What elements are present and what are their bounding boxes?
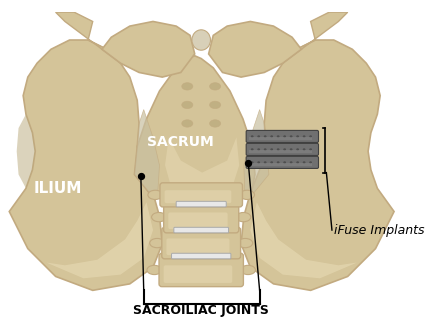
Ellipse shape xyxy=(250,148,253,150)
Ellipse shape xyxy=(235,212,250,222)
Polygon shape xyxy=(46,202,153,278)
Ellipse shape xyxy=(309,161,311,163)
Ellipse shape xyxy=(151,212,166,222)
Ellipse shape xyxy=(250,161,253,163)
Ellipse shape xyxy=(276,148,279,150)
Ellipse shape xyxy=(209,83,220,90)
Ellipse shape xyxy=(209,120,220,127)
Polygon shape xyxy=(56,12,120,63)
Ellipse shape xyxy=(270,161,273,163)
Ellipse shape xyxy=(283,148,286,150)
Ellipse shape xyxy=(283,161,286,163)
Ellipse shape xyxy=(149,239,164,248)
Polygon shape xyxy=(282,12,347,63)
Polygon shape xyxy=(240,40,393,290)
Ellipse shape xyxy=(289,161,292,163)
FancyBboxPatch shape xyxy=(171,253,230,259)
Ellipse shape xyxy=(181,120,192,127)
Bar xyxy=(249,163,311,165)
Ellipse shape xyxy=(256,148,260,150)
FancyBboxPatch shape xyxy=(174,227,228,233)
Ellipse shape xyxy=(209,101,220,109)
Ellipse shape xyxy=(256,161,260,163)
Ellipse shape xyxy=(296,148,298,150)
Point xyxy=(244,161,251,166)
Ellipse shape xyxy=(276,135,279,138)
FancyBboxPatch shape xyxy=(164,190,231,203)
Ellipse shape xyxy=(263,148,266,150)
FancyBboxPatch shape xyxy=(161,227,240,259)
Ellipse shape xyxy=(148,190,162,199)
Ellipse shape xyxy=(302,161,305,163)
Ellipse shape xyxy=(283,135,286,138)
Ellipse shape xyxy=(296,135,298,138)
Ellipse shape xyxy=(270,148,273,150)
Polygon shape xyxy=(243,110,268,195)
Text: iFuse Implants: iFuse Implants xyxy=(333,223,423,237)
Polygon shape xyxy=(9,40,162,290)
Ellipse shape xyxy=(302,148,305,150)
Polygon shape xyxy=(102,21,194,77)
Bar xyxy=(249,137,311,140)
FancyBboxPatch shape xyxy=(163,201,238,233)
Ellipse shape xyxy=(239,190,254,199)
Polygon shape xyxy=(134,56,254,198)
FancyBboxPatch shape xyxy=(246,130,318,142)
Ellipse shape xyxy=(256,135,260,138)
Ellipse shape xyxy=(240,265,255,275)
Text: ILIUM: ILIUM xyxy=(33,181,82,196)
Ellipse shape xyxy=(296,161,298,163)
Ellipse shape xyxy=(263,135,266,138)
Polygon shape xyxy=(164,137,239,188)
FancyBboxPatch shape xyxy=(166,239,229,255)
Polygon shape xyxy=(134,110,159,195)
Ellipse shape xyxy=(309,135,311,138)
Bar xyxy=(249,150,311,153)
Polygon shape xyxy=(250,202,356,278)
FancyBboxPatch shape xyxy=(176,201,226,207)
Ellipse shape xyxy=(309,148,311,150)
Ellipse shape xyxy=(289,148,292,150)
Text: SACRUM: SACRUM xyxy=(147,135,214,149)
Ellipse shape xyxy=(250,135,253,138)
Ellipse shape xyxy=(302,135,305,138)
FancyBboxPatch shape xyxy=(168,212,227,229)
FancyBboxPatch shape xyxy=(160,183,242,207)
Ellipse shape xyxy=(181,101,192,109)
Polygon shape xyxy=(208,21,301,77)
Ellipse shape xyxy=(276,161,279,163)
Text: SACROILIAC JOINTS: SACROILIAC JOINTS xyxy=(133,304,269,317)
FancyBboxPatch shape xyxy=(163,265,232,283)
Polygon shape xyxy=(16,114,35,188)
FancyBboxPatch shape xyxy=(246,156,318,169)
Ellipse shape xyxy=(263,161,266,163)
Point xyxy=(137,174,144,179)
FancyBboxPatch shape xyxy=(246,143,318,155)
FancyBboxPatch shape xyxy=(159,253,243,287)
Ellipse shape xyxy=(147,265,161,275)
Ellipse shape xyxy=(289,135,292,138)
Ellipse shape xyxy=(237,239,252,248)
Ellipse shape xyxy=(270,135,273,138)
Ellipse shape xyxy=(181,83,192,90)
Ellipse shape xyxy=(191,30,210,50)
